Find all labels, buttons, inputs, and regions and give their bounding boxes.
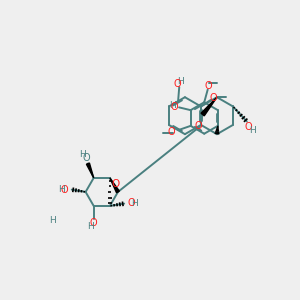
Text: O: O <box>61 184 68 195</box>
Text: O: O <box>82 153 90 163</box>
Text: O: O <box>90 218 98 228</box>
Text: O: O <box>170 102 178 112</box>
Text: O: O <box>168 127 176 137</box>
Text: O: O <box>245 122 253 132</box>
Text: O: O <box>128 198 136 208</box>
Text: O: O <box>210 93 218 103</box>
Text: H: H <box>87 222 94 231</box>
Text: H: H <box>58 185 65 194</box>
Text: O: O <box>195 121 202 131</box>
Text: O: O <box>205 81 212 91</box>
Text: H: H <box>131 199 138 208</box>
Polygon shape <box>201 97 217 116</box>
Text: H: H <box>80 150 86 159</box>
Polygon shape <box>110 178 119 193</box>
Text: H: H <box>49 216 56 225</box>
Text: O: O <box>112 179 120 189</box>
Text: H: H <box>169 101 175 110</box>
Polygon shape <box>86 163 94 178</box>
Text: O: O <box>174 79 181 89</box>
Text: H: H <box>249 126 256 135</box>
Text: H: H <box>178 76 184 85</box>
